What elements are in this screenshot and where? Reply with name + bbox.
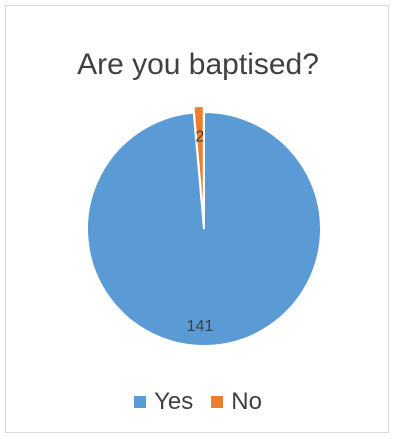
pie-slice-no (192, 105, 205, 224)
data-label-yes: 141 (187, 318, 214, 335)
legend-swatch-yes (134, 396, 147, 408)
legend-item-yes: Yes (134, 388, 193, 416)
legend-label-yes: Yes (154, 388, 194, 415)
legend-label-no: No (231, 388, 262, 415)
data-label-no: 2 (195, 128, 204, 145)
legend-item-no: No (211, 388, 262, 416)
legend-swatch-no (211, 396, 224, 408)
chart-title: Are you baptised? (77, 48, 319, 81)
legend: Yes No (0, 388, 396, 416)
pie-slice-yes (86, 110, 322, 347)
